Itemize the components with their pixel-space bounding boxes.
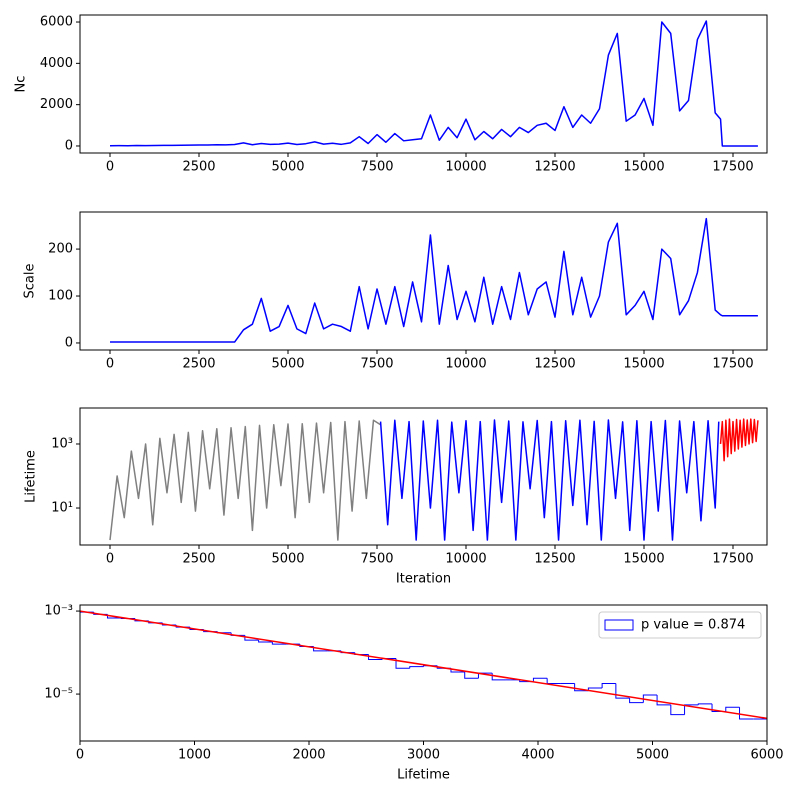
x-tick-label: 12500 [534, 160, 575, 175]
y-tick-label: 0 [65, 335, 73, 350]
x-tick-label: 7500 [360, 552, 393, 567]
plot-area [110, 217, 758, 343]
plot-area [110, 20, 758, 147]
histogram-step [725, 706, 740, 712]
histogram-step [697, 703, 713, 705]
y-tick-label: 6000 [40, 15, 73, 30]
x-tick-label: 10000 [445, 552, 486, 567]
legend-box [598, 611, 762, 639]
plot-area [109, 418, 759, 541]
data-line [109, 419, 381, 541]
x-tick-label: 15000 [623, 160, 664, 175]
y-tick-label: 4000 [40, 56, 73, 71]
x-tick-label: 10000 [445, 357, 486, 372]
x-tick-label: 10000 [445, 160, 486, 175]
y-tick-label: 10⁻³ [44, 604, 73, 619]
y-tick-label: 10³ [51, 436, 73, 451]
x-tick-label: 12500 [534, 552, 575, 567]
axes-frame [79, 14, 768, 154]
x-tick-label: 4000 [521, 748, 554, 763]
x-tick-label: 0 [106, 552, 114, 567]
x-axis-label: Lifetime [397, 768, 450, 783]
x-tick-label: 2500 [182, 552, 215, 567]
axes-frame [79, 407, 768, 546]
x-tick-label: 0 [106, 357, 114, 372]
histogram-step [271, 641, 287, 645]
x-tick-label: 17500 [712, 552, 753, 567]
x-tick-label: 2000 [292, 748, 325, 763]
x-tick-label: 15000 [623, 552, 664, 567]
data-line [719, 418, 759, 462]
histogram-step [601, 682, 616, 689]
data-line [379, 419, 720, 541]
fit-line [80, 610, 767, 720]
histogram-step [532, 677, 548, 682]
x-tick-label: 5000 [636, 748, 669, 763]
x-tick-label: 0 [106, 160, 114, 175]
x-tick-label: 17500 [712, 357, 753, 372]
histogram-step [739, 707, 754, 720]
histogram-step [395, 658, 410, 669]
x-tick-label: 15000 [623, 357, 664, 372]
axes-frame [79, 604, 768, 742]
x-tick-label: 3000 [407, 748, 440, 763]
axes-frame [79, 211, 768, 351]
y-axis-label: Scale [23, 264, 38, 299]
y-axis-label: Lifetime [24, 450, 39, 503]
histogram-step [642, 694, 658, 703]
y-tick-label: 10¹ [51, 501, 73, 516]
histogram-step [574, 683, 589, 692]
histogram-step [409, 666, 424, 669]
x-tick-label: 1000 [178, 748, 211, 763]
x-tick-label: 5000 [271, 160, 304, 175]
x-tick-label: 5000 [271, 357, 304, 372]
y-tick-label: 200 [48, 242, 73, 257]
histogram-step [656, 694, 671, 706]
plot-area [80, 610, 767, 741]
data-line [110, 20, 758, 147]
x-tick-label: 2500 [182, 357, 215, 372]
histogram-step [629, 698, 644, 704]
y-tick-label: 10⁻⁵ [44, 687, 73, 702]
x-tick-label: 17500 [712, 160, 753, 175]
y-axis-label: Nc [14, 76, 29, 93]
histogram-step [753, 718, 767, 741]
histogram-step [258, 640, 273, 643]
x-axis-label: Iteration [396, 572, 451, 587]
histogram-step [615, 683, 630, 699]
x-tick-label: 12500 [534, 357, 575, 372]
histogram-step [464, 672, 479, 679]
histogram-step [670, 704, 685, 716]
x-tick-label: 0 [76, 748, 84, 763]
y-tick-label: 0 [65, 138, 73, 153]
data-line [110, 217, 758, 343]
y-tick-label: 100 [48, 289, 73, 304]
y-tick-label: 2000 [40, 97, 73, 112]
x-tick-label: 6000 [750, 748, 783, 763]
x-tick-label: 7500 [360, 160, 393, 175]
legend-label: p value = 0.874 [641, 618, 745, 633]
x-tick-label: 7500 [360, 357, 393, 372]
legend-swatch [604, 619, 634, 631]
x-tick-label: 5000 [271, 552, 304, 567]
x-tick-label: 2500 [182, 160, 215, 175]
